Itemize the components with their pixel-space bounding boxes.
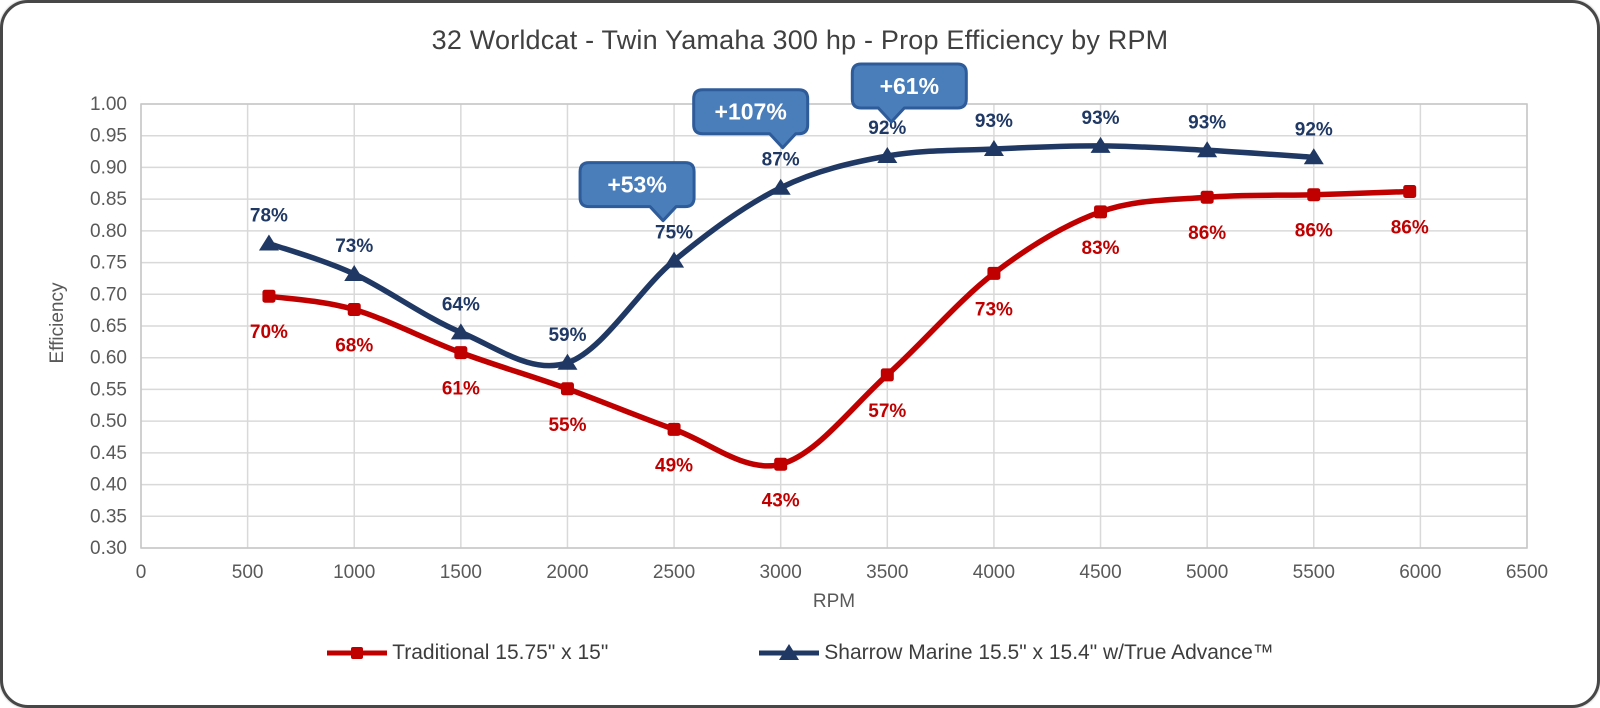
data-label: 57% — [868, 401, 906, 422]
data-point-marker-square — [987, 266, 1001, 280]
data-point-marker-triangle — [344, 264, 365, 281]
data-point-marker-square — [1094, 205, 1108, 219]
x-axis-title: RPM — [812, 591, 856, 612]
y-tick-label: 0.65 — [90, 316, 127, 337]
data-point-marker-square — [454, 346, 468, 360]
data-point-marker-triangle — [770, 178, 791, 195]
x-tick-label: 1500 — [440, 562, 482, 583]
x-tick-label: 6000 — [1399, 562, 1441, 583]
data-point-marker-triangle — [664, 251, 685, 268]
data-label: 49% — [655, 455, 693, 476]
legend: Traditional 15.75" x 15" Sharrow Marine … — [3, 641, 1597, 665]
y-tick-label: 0.90 — [90, 157, 127, 178]
y-tick-label: 0.30 — [90, 538, 127, 559]
data-label: 93% — [1082, 108, 1120, 129]
callout-label: +53% — [607, 172, 666, 198]
data-label: 86% — [1295, 221, 1333, 242]
data-label: 87% — [762, 150, 800, 171]
x-tick-label: 2500 — [653, 562, 695, 583]
data-label: 86% — [1188, 223, 1226, 244]
plot-border — [140, 103, 1528, 549]
navy-triangle-line-icon — [759, 644, 820, 660]
legend-item-sharrow: Sharrow Marine 15.5" x 15.4" w/True Adva… — [758, 641, 1274, 665]
x-tick-label: 3500 — [866, 562, 908, 583]
data-point-marker-square — [1403, 185, 1417, 199]
legend-item-traditional: Traditional 15.75" x 15" — [326, 641, 608, 665]
prop-efficiency-plot: 0.30 0.35 0.40 0.45 0.50 0.55 0.60 0.65 0.70 0.75… — [90, 62, 1548, 583]
y-tick-label: 0.55 — [90, 379, 127, 400]
data-point-marker-square — [1307, 188, 1321, 202]
y-tick-label: 0.80 — [90, 221, 127, 242]
x-tick-label: 3000 — [760, 562, 802, 583]
callout-label: +61% — [880, 73, 939, 99]
callout-bubble — [692, 88, 810, 150]
x-tick-label: 4500 — [1079, 562, 1121, 583]
data-point-marker-triangle — [450, 323, 471, 340]
data-point-marker-triangle — [877, 147, 898, 164]
chart-title: 32 Worldcat - Twin Yamaha 300 hp - Prop … — [431, 25, 1169, 55]
data-point-marker-triangle — [1197, 141, 1218, 158]
y-tick-label: 0.50 — [90, 411, 127, 432]
x-tick-label: 5000 — [1186, 562, 1228, 583]
data-point-marker-square — [262, 289, 276, 303]
y-tick-label: 0.35 — [90, 506, 127, 527]
legend-label-sharrow: Sharrow Marine 15.5" x 15.4" w/True Adva… — [824, 641, 1274, 664]
data-point-marker-square — [1200, 190, 1214, 204]
x-tick-label: 500 — [232, 562, 264, 583]
y-tick-label: 0.70 — [90, 284, 127, 305]
y-axis-title: Efficiency — [47, 282, 68, 364]
series-line-0 — [266, 188, 1413, 469]
x-tick-label: 0 — [136, 562, 147, 583]
data-label: 70% — [250, 322, 288, 343]
y-tick-label: 0.40 — [90, 475, 127, 496]
x-tick-label: 1000 — [333, 562, 375, 583]
data-point-marker-square — [880, 368, 894, 382]
data-point-marker-triangle — [983, 140, 1004, 157]
data-point-marker-triangle — [1303, 148, 1324, 165]
data-label: 43% — [762, 490, 800, 511]
data-label: 75% — [655, 223, 693, 244]
data-label: 92% — [1295, 119, 1333, 140]
data-label: 73% — [975, 299, 1013, 320]
data-label: 55% — [548, 415, 586, 436]
x-tick-label: 6500 — [1506, 562, 1548, 583]
data-point-marker-square — [560, 382, 574, 396]
data-label: 68% — [335, 336, 373, 357]
data-label: 64% — [442, 294, 480, 315]
legend-label-traditional: Traditional 15.75" x 15" — [392, 641, 609, 664]
data-label: 78% — [250, 206, 288, 227]
callout-bubble — [578, 161, 696, 223]
x-tick-label: 5500 — [1293, 562, 1335, 583]
data-label: 86% — [1391, 218, 1429, 239]
data-point-marker-triangle — [557, 353, 578, 370]
y-tick-label: 0.60 — [90, 348, 127, 369]
data-label: 59% — [548, 325, 586, 346]
y-tick-label: 0.45 — [90, 443, 127, 464]
data-label: 83% — [1082, 238, 1120, 259]
x-tick-label: 2000 — [546, 562, 588, 583]
data-label: 61% — [442, 379, 480, 400]
red-square-line-icon — [327, 647, 388, 659]
data-point-marker-square — [774, 457, 788, 471]
data-label: 73% — [335, 236, 373, 257]
y-tick-label: 1.00 — [90, 94, 127, 115]
callout-bubble — [850, 62, 968, 124]
callout-label: +107% — [715, 99, 787, 125]
y-tick-label: 0.95 — [90, 126, 127, 147]
series-line-1 — [266, 143, 1317, 369]
data-label: 92% — [868, 118, 906, 139]
data-label: 93% — [975, 111, 1013, 132]
data-point-marker-triangle — [1090, 136, 1111, 153]
data-point-marker-triangle — [258, 234, 279, 251]
y-tick-label: 0.85 — [90, 189, 127, 210]
data-label: 93% — [1188, 112, 1226, 133]
data-point-marker-square — [667, 422, 681, 436]
data-point-marker-square — [347, 303, 361, 317]
y-tick-label: 0.75 — [90, 253, 127, 274]
x-tick-label: 4000 — [973, 562, 1015, 583]
